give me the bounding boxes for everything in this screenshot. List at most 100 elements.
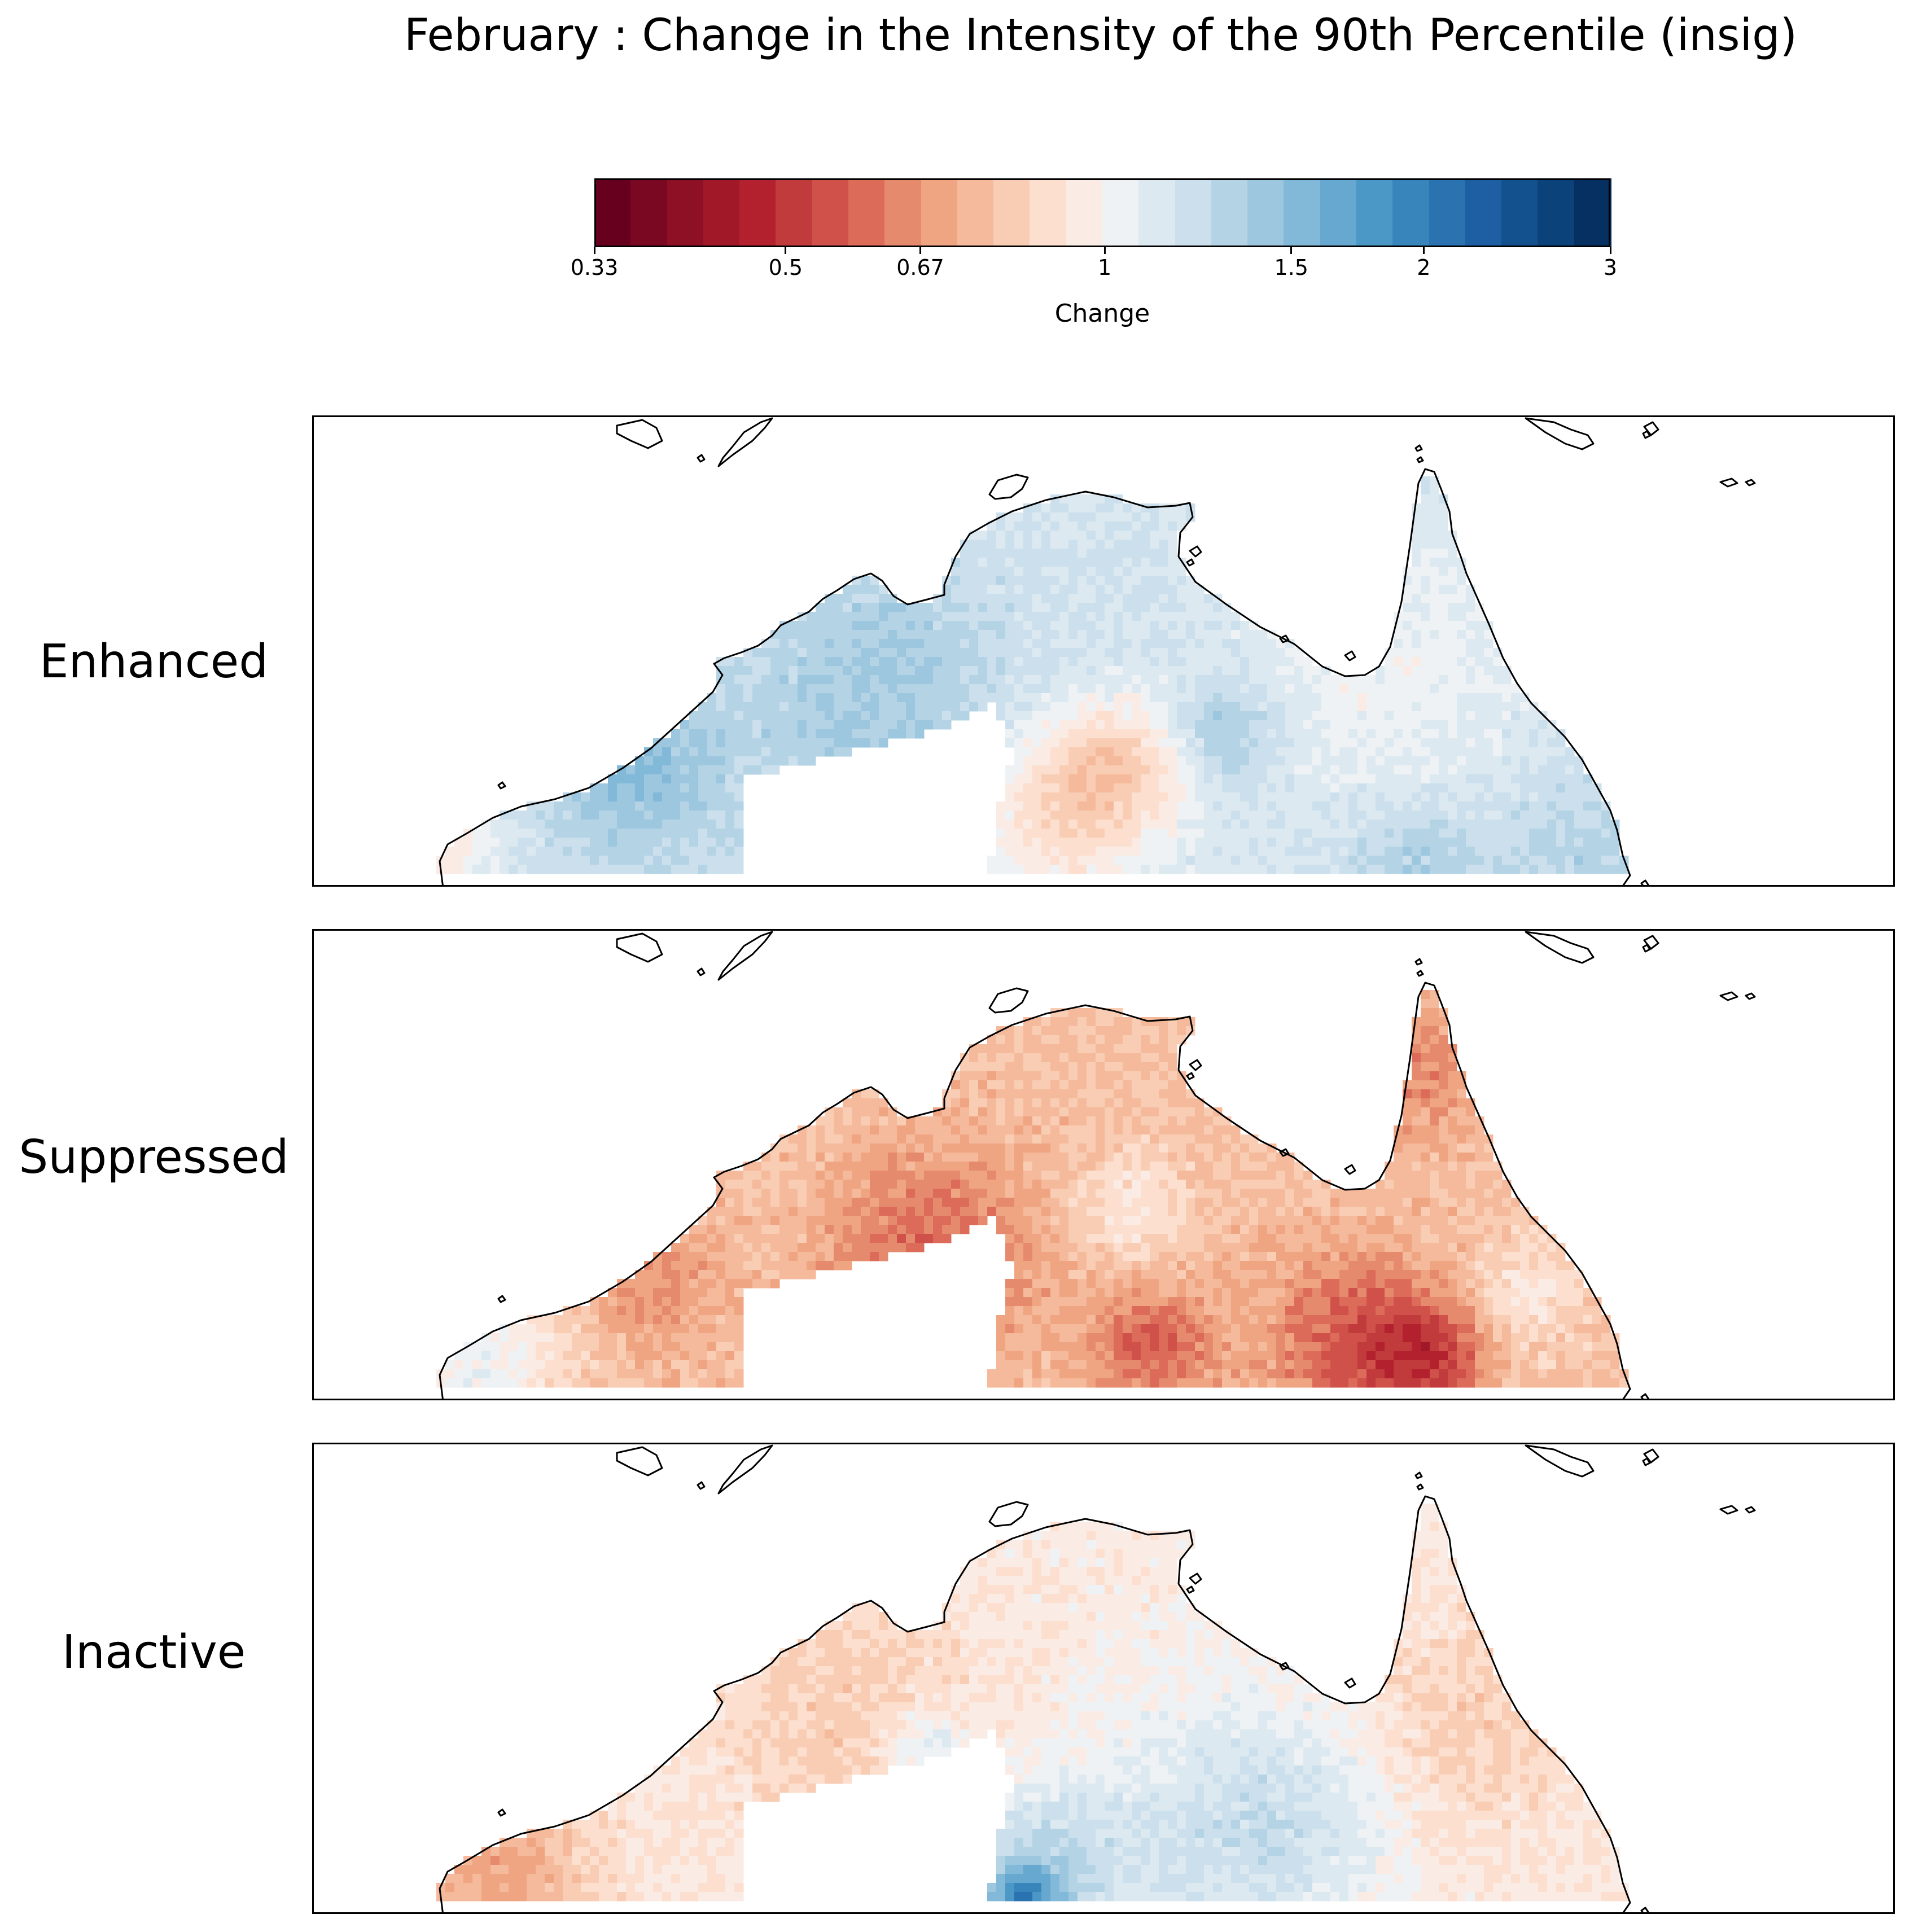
colorbar-tick-label: 2 — [1417, 255, 1431, 280]
island-outline — [1525, 931, 1595, 964]
colorbar-tick — [1422, 247, 1425, 254]
island-outline — [1186, 1072, 1195, 1080]
colorbar-frame — [594, 178, 1610, 247]
change-field — [436, 476, 1629, 874]
island-outline — [1279, 1662, 1290, 1671]
island-outline — [497, 781, 506, 790]
island-outline — [1279, 634, 1290, 643]
colorbar-tick-label: 1.5 — [1274, 255, 1308, 280]
island-outline — [717, 417, 773, 467]
row-label-inactive: Inactive — [62, 1626, 246, 1679]
map-frame — [312, 929, 1895, 1400]
map-frame — [312, 1443, 1895, 1914]
island-outline — [1643, 421, 1659, 436]
island-outline — [1719, 991, 1738, 1001]
colorbar-segment — [1102, 178, 1140, 247]
island-outline — [1642, 1457, 1651, 1466]
island-outline — [1186, 558, 1195, 567]
map-enhanced — [312, 415, 1895, 887]
colorbar-segment — [1501, 178, 1539, 247]
colorbar-segment — [848, 178, 886, 247]
colorbar-segment — [1356, 178, 1394, 247]
island-outline — [1745, 992, 1756, 1000]
colorbar-segment — [1429, 178, 1466, 247]
colorbar-tick — [1609, 247, 1611, 254]
island-outline — [1414, 444, 1423, 452]
colorbar-segment — [703, 178, 741, 247]
colorbar-segment — [1465, 178, 1503, 247]
colorbar-segment — [630, 178, 668, 247]
colorbar-segment — [1211, 178, 1249, 247]
island-outline — [1643, 935, 1659, 950]
island-outline — [1344, 1677, 1356, 1689]
island-outline — [697, 454, 706, 463]
colorbar-tick-label: 1 — [1098, 255, 1112, 280]
island-outline — [1186, 1585, 1195, 1594]
map-inactive — [312, 1443, 1895, 1914]
coastline — [439, 468, 1631, 887]
island-outline — [1279, 1148, 1290, 1157]
colorbar-segment — [1284, 178, 1321, 247]
colorbar-segment — [1030, 178, 1067, 247]
island-outline — [1416, 1483, 1424, 1491]
row-label-enhanced: Enhanced — [39, 635, 269, 689]
island-outline — [1642, 430, 1651, 439]
island-outline — [1414, 958, 1423, 966]
colorbar-tick — [593, 247, 595, 254]
row-label-suppressed: Suppressed — [19, 1131, 289, 1184]
island-outline — [1719, 477, 1738, 488]
island-outline — [616, 419, 663, 449]
colorbar-tick — [919, 247, 921, 254]
colorbar-tick-label: 3 — [1603, 255, 1618, 280]
island-outline — [1719, 1505, 1738, 1515]
change-field — [436, 990, 1629, 1388]
colorbar-segment — [1392, 178, 1430, 247]
island-outline — [717, 1444, 773, 1495]
colorbar-tick-label: 0.33 — [570, 255, 619, 280]
colorbar-tick-label: 0.67 — [896, 255, 944, 280]
map-suppressed — [312, 929, 1895, 1400]
island-outline — [1416, 970, 1424, 977]
coastline — [439, 1495, 1631, 1914]
colorbar-segment — [993, 178, 1031, 247]
island-outline — [497, 1295, 506, 1303]
coastline — [439, 982, 1631, 1400]
island-outline — [1414, 1471, 1423, 1479]
island-outline — [1189, 1572, 1202, 1585]
colorbar-segment — [776, 178, 813, 247]
island-outline — [988, 1501, 1029, 1527]
change-field — [436, 1504, 1629, 1902]
colorbar-tick — [1103, 247, 1106, 254]
island-outline — [988, 474, 1029, 500]
colorbar-label: Change — [1054, 299, 1150, 328]
map-panel-suppressed — [312, 929, 1895, 1400]
colorbar-segment — [1138, 178, 1176, 247]
island-outline — [1643, 1448, 1659, 1464]
island-outline — [1189, 1059, 1202, 1071]
colorbar-segment — [921, 178, 958, 247]
island-outline — [1416, 456, 1424, 463]
island-outline — [1344, 650, 1356, 661]
island-outline — [497, 1808, 506, 1817]
map-panel-enhanced — [312, 415, 1895, 887]
island-outline — [988, 987, 1029, 1014]
island-outline — [697, 967, 706, 976]
island-outline — [1189, 545, 1202, 558]
colorbar-tick — [1290, 247, 1293, 254]
map-frame — [312, 415, 1895, 887]
colorbar-segment — [884, 178, 922, 247]
map-panel-inactive — [312, 1443, 1895, 1914]
colorbar — [594, 178, 1611, 247]
island-outline — [616, 932, 663, 963]
island-outline — [1642, 944, 1651, 953]
colorbar-tick — [785, 247, 787, 254]
island-outline — [1344, 1164, 1356, 1175]
island-outline — [1745, 1506, 1756, 1514]
island-outline — [1525, 1444, 1595, 1478]
colorbar-segment — [1574, 178, 1611, 247]
figure-title: February : Change in the Intensity of th… — [404, 10, 1798, 61]
island-outline — [616, 1446, 663, 1477]
island-outline — [1525, 417, 1595, 450]
island-outline — [717, 931, 773, 981]
colorbar-tick-label: 0.5 — [768, 255, 803, 280]
